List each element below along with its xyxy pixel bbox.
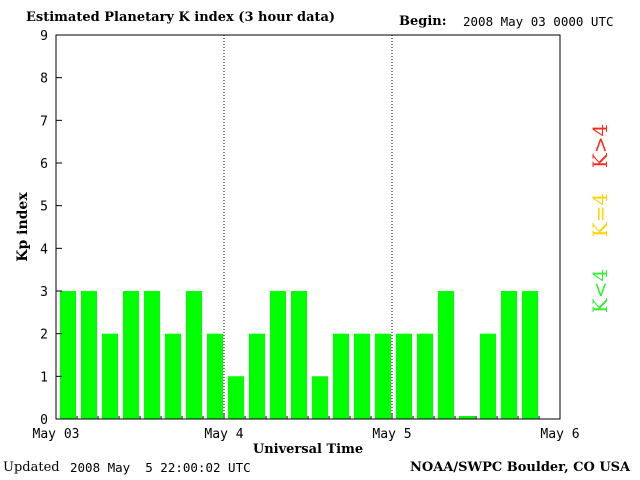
kp-bar xyxy=(228,376,244,419)
kp-bar xyxy=(417,333,433,419)
y-tick-label: 0 xyxy=(40,413,48,428)
kp-bar xyxy=(165,333,181,419)
organization-credit: NOAA/SWPC Boulder, CO USA xyxy=(410,460,631,475)
kp-bar xyxy=(354,333,370,419)
y-tick-label: 2 xyxy=(40,328,48,343)
bars-group xyxy=(60,291,538,419)
x-axis: May 03 May 4 May 5 May 6 xyxy=(33,413,580,442)
updated-timestamp: 2008 May 5 22:00:02 UTC xyxy=(70,460,251,475)
x-tick-label: May 5 xyxy=(372,427,411,442)
y-tick-label: 9 xyxy=(40,29,48,44)
kp-bar xyxy=(270,291,286,419)
kp-bar xyxy=(522,291,538,419)
legend-item: K>4 xyxy=(588,123,612,169)
kp-bar xyxy=(81,291,97,419)
y-tick-label: 7 xyxy=(40,114,48,129)
begin-label: Begin: xyxy=(399,14,447,29)
day-separators xyxy=(223,35,393,419)
updated-label: Updated xyxy=(3,460,60,475)
y-tick-label: 6 xyxy=(40,157,48,172)
y-axis: 0 1 2 3 4 5 6 7 8 9 xyxy=(40,29,62,428)
kp-bar xyxy=(249,333,265,419)
kp-bar xyxy=(459,416,475,419)
kp-bar xyxy=(396,333,412,419)
x-tick-label: May 03 xyxy=(33,427,80,442)
kp-bar xyxy=(312,376,328,419)
y-axis-label: Kp index xyxy=(15,192,31,262)
kp-bar xyxy=(123,291,139,419)
y-tick-label: 1 xyxy=(40,370,48,385)
kp-bar xyxy=(102,333,118,419)
kp-bar xyxy=(144,291,160,419)
begin-value: 2008 May 03 0000 UTC xyxy=(463,14,614,29)
kp-bar xyxy=(291,291,307,419)
chart-title: Estimated Planetary K index (3 hour data… xyxy=(26,10,336,25)
kp-bar xyxy=(207,333,223,419)
legend-item: K=4 xyxy=(588,192,612,238)
y-tick-label: 4 xyxy=(40,242,48,257)
y-tick-label: 5 xyxy=(40,200,48,215)
kp-bar xyxy=(501,291,517,419)
kp-bar xyxy=(438,291,454,419)
x-axis-label: Universal Time xyxy=(253,442,363,457)
kp-bar xyxy=(480,333,496,419)
kp-bar xyxy=(60,291,76,419)
legend-item: K<4 xyxy=(588,268,612,314)
x-tick-label: May 4 xyxy=(204,427,243,442)
kp-bar xyxy=(333,333,349,419)
y-tick-label: 8 xyxy=(40,72,48,87)
kp-bar xyxy=(375,333,391,419)
x-tick-label: May 6 xyxy=(540,427,579,442)
kp-bar xyxy=(186,291,202,419)
y-tick-label: 3 xyxy=(40,285,48,300)
